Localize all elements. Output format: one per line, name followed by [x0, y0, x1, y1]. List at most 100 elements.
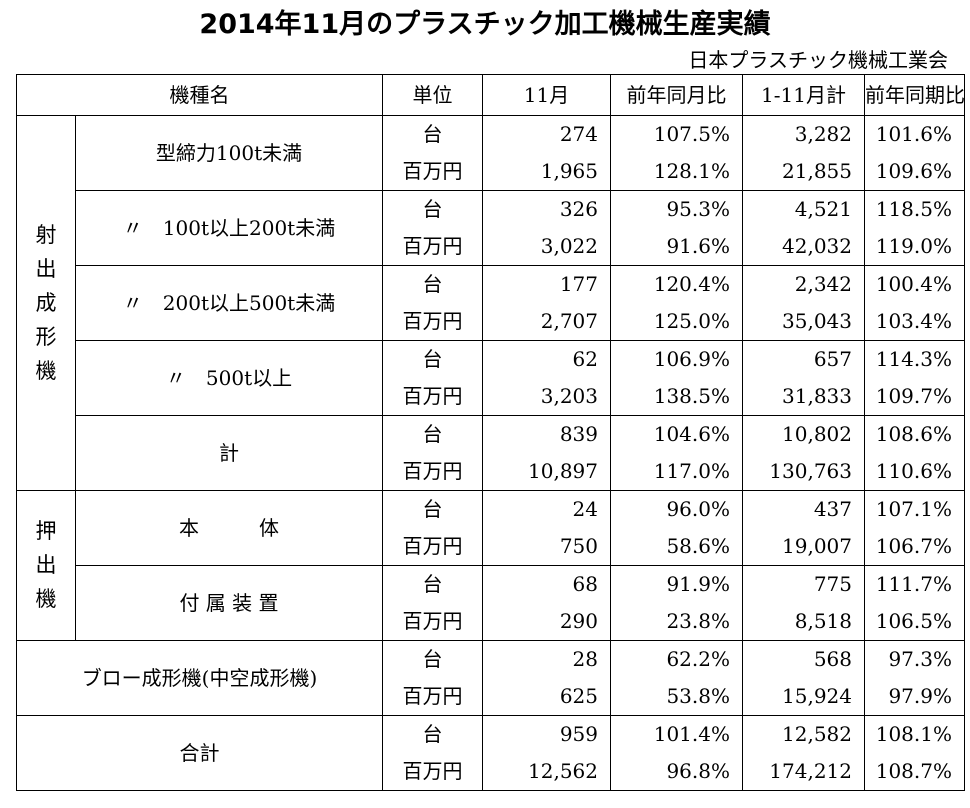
value-cell: 3,203	[482, 378, 611, 416]
table-row: 〃 100t以上200t未満 台 326 95.3% 4,521 118.5%	[17, 190, 965, 266]
value-cell: 31,833	[742, 378, 865, 416]
row-label: 本 体	[75, 490, 383, 566]
header-cumulative: 1-11月計	[742, 74, 865, 116]
unit-cell: 台	[382, 565, 483, 603]
page-title: 2014年11月のプラスチック加工機械生産実績	[199, 9, 771, 40]
value-cell: 108.6%	[864, 415, 965, 453]
row-label: 型締力100t未満	[75, 115, 383, 191]
table-row: 百万円 12,562 96.8% 174,212 108.7%	[17, 753, 965, 791]
value-cell: 128.1%	[610, 153, 743, 191]
value-cell: 35,043	[742, 303, 865, 341]
table-row: 百万円 750 58.6% 19,007 106.7%	[17, 528, 965, 566]
value-cell: 100.4%	[864, 265, 965, 303]
value-cell: 138.5%	[610, 378, 743, 416]
value-cell: 107.1%	[864, 490, 965, 528]
row-label: 〃 100t以上200t未満	[75, 190, 383, 266]
table-row: ブロー成形機(中空成形機) 台 28 62.2% 568 97.3%	[16, 640, 965, 716]
value-cell: 101.4%	[610, 715, 743, 753]
value-cell: 10,802	[742, 415, 865, 453]
value-cell: 2,707	[482, 303, 611, 341]
unit-cell: 百万円	[382, 678, 483, 716]
value-cell: 114.3%	[864, 340, 965, 378]
row-label-blow-molding: ブロー成形機(中空成形機)	[16, 640, 383, 716]
value-cell: 106.9%	[610, 340, 743, 378]
value-cell: 959	[482, 715, 611, 753]
value-cell: 53.8%	[610, 678, 743, 716]
value-cell: 625	[482, 678, 611, 716]
value-cell: 174,212	[742, 753, 865, 791]
unit-cell: 百万円	[382, 303, 483, 341]
unit-cell: 百万円	[382, 753, 483, 791]
value-cell: 106.7%	[864, 528, 965, 566]
unit-cell: 百万円	[382, 378, 483, 416]
value-cell: 10,897	[482, 453, 611, 491]
value-cell: 19,007	[742, 528, 865, 566]
value-cell: 119.0%	[864, 228, 965, 266]
value-cell: 3,282	[742, 115, 865, 153]
value-cell: 15,924	[742, 678, 865, 716]
row-label: 付 属 装 置	[75, 565, 383, 641]
unit-cell: 台	[382, 340, 483, 378]
value-cell: 568	[742, 640, 865, 678]
value-cell: 62	[482, 340, 611, 378]
table-row: 百万円 625 53.8% 15,924 97.9%	[17, 678, 965, 716]
value-cell: 290	[482, 603, 611, 641]
value-cell: 62.2%	[610, 640, 743, 678]
value-cell: 177	[482, 265, 611, 303]
unit-cell: 百万円	[382, 528, 483, 566]
value-cell: 108.1%	[864, 715, 965, 753]
value-cell: 109.7%	[864, 378, 965, 416]
unit-cell: 台	[382, 490, 483, 528]
table-row: 百万円 3,022 91.6% 42,032 119.0%	[17, 228, 965, 266]
value-cell: 103.4%	[864, 303, 965, 341]
value-cell: 839	[482, 415, 611, 453]
unit-cell: 台	[382, 415, 483, 453]
value-cell: 96.8%	[610, 753, 743, 791]
value-cell: 775	[742, 565, 865, 603]
table-row: 〃 200t以上500t未満 台 177 120.4% 2,342 100.4%	[17, 265, 965, 341]
value-cell: 107.5%	[610, 115, 743, 153]
unit-cell: 台	[382, 265, 483, 303]
unit-cell: 台	[382, 190, 483, 228]
value-cell: 117.0%	[610, 453, 743, 491]
row-label: 〃 500t以上	[75, 340, 383, 416]
value-cell: 750	[482, 528, 611, 566]
value-cell: 118.5%	[864, 190, 965, 228]
value-cell: 42,032	[742, 228, 865, 266]
value-cell: 106.5%	[864, 603, 965, 641]
table-row: 付 属 装 置 台 68 91.9% 775 111.7%	[17, 565, 965, 641]
table-row: 百万円 1,965 128.1% 21,855 109.6%	[17, 153, 965, 191]
header-yoy-month: 前年同月比	[610, 74, 743, 116]
value-cell: 3,022	[482, 228, 611, 266]
value-cell: 104.6%	[610, 415, 743, 453]
value-cell: 21,855	[742, 153, 865, 191]
unit-cell: 百万円	[382, 603, 483, 641]
production-table: 機種名 単位 11月 前年同月比 1-11月計 前年同期比 射出成形機 型締力1…	[16, 74, 965, 791]
unit-cell: 台	[382, 715, 483, 753]
value-cell: 1,965	[482, 153, 611, 191]
value-cell: 108.7%	[864, 753, 965, 791]
value-cell: 24	[482, 490, 611, 528]
unit-cell: 台	[382, 640, 483, 678]
header-month: 11月	[482, 74, 611, 116]
value-cell: 120.4%	[610, 265, 743, 303]
value-cell: 8,518	[742, 603, 865, 641]
value-cell: 130,763	[742, 453, 865, 491]
value-cell: 12,582	[742, 715, 865, 753]
value-cell: 274	[482, 115, 611, 153]
organization-name: 日本プラスチック機械工業会	[688, 48, 948, 72]
header-machine-type: 機種名	[16, 74, 383, 116]
value-cell: 23.8%	[610, 603, 743, 641]
value-cell: 68	[482, 565, 611, 603]
value-cell: 12,562	[482, 753, 611, 791]
value-cell: 4,521	[742, 190, 865, 228]
value-cell: 109.6%	[864, 153, 965, 191]
value-cell: 28	[482, 640, 611, 678]
table-row: 射出成形機 型締力100t未満 台 274 107.5% 3,282 101.6…	[16, 115, 965, 491]
subtotal-label: 計	[75, 415, 383, 491]
value-cell: 58.6%	[610, 528, 743, 566]
unit-cell: 百万円	[382, 153, 483, 191]
table-row: 計 台 839 104.6% 10,802 108.6%	[17, 415, 965, 491]
unit-cell: 百万円	[382, 453, 483, 491]
value-cell: 125.0%	[610, 303, 743, 341]
